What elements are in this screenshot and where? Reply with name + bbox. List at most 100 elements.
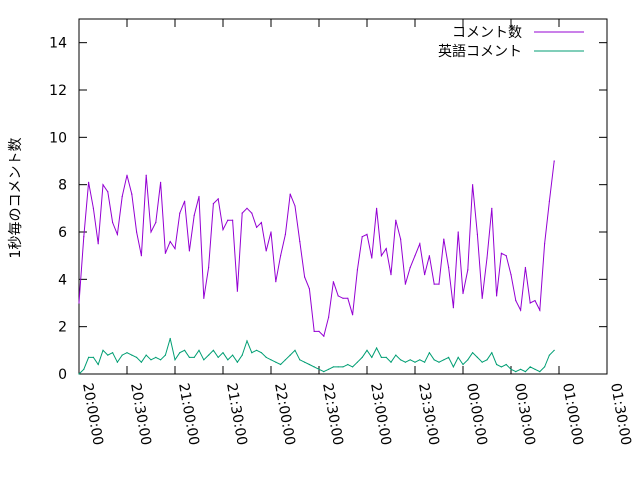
series-1-point [289, 354, 291, 356]
series-0-point [433, 283, 435, 285]
series-0-point [424, 274, 426, 276]
series-0-point [102, 184, 104, 186]
series-1-point [284, 359, 286, 361]
series-0-point [299, 240, 301, 243]
series-1-point [294, 349, 296, 351]
series-0-point [462, 292, 464, 295]
series-0-point [347, 297, 349, 299]
series-0-point [284, 233, 286, 235]
series-0-point [83, 236, 85, 238]
chart-series-layer [78, 160, 555, 375]
series-0-point [126, 174, 128, 176]
y-tick-label: 0 [58, 367, 67, 383]
series-1-point [246, 340, 248, 342]
series-0-point [380, 255, 382, 257]
series-0-point [438, 283, 440, 285]
series-1-point [217, 356, 219, 358]
series-0-point [318, 330, 320, 332]
x-tick-label: 22:30:00 [319, 382, 346, 447]
series-0-point [356, 269, 358, 271]
y-tick-label: 12 [49, 83, 67, 99]
series-1-point [160, 359, 162, 361]
series-1-point [102, 349, 104, 351]
series-0-point [457, 231, 459, 233]
series-0-point [481, 297, 483, 299]
series-1-point [544, 366, 546, 368]
series-1-point [188, 356, 190, 358]
series-0-point [150, 231, 152, 233]
series-0-point [116, 233, 118, 235]
series-1-point [529, 366, 531, 368]
series-1-point [241, 354, 243, 356]
series-1-point [140, 361, 142, 363]
series-1-point [136, 356, 138, 358]
series-0-point [428, 255, 430, 257]
series-1-point [510, 368, 512, 370]
series-1-point [419, 359, 421, 361]
series-1-point [313, 366, 315, 368]
series-1-point [352, 366, 354, 368]
series-0-point [184, 200, 186, 202]
series-0-point [539, 309, 541, 311]
series-1-point [342, 366, 344, 368]
series-0-point [236, 290, 238, 292]
series-0-point [486, 257, 488, 259]
series-0-point [107, 191, 109, 193]
series-1-point [428, 352, 430, 354]
series-1-point [92, 356, 94, 358]
y-tick-label: 2 [58, 320, 67, 336]
series-0-point [496, 295, 498, 297]
series-0-point [308, 288, 310, 290]
series-1-point [380, 356, 382, 358]
series-1-point [236, 361, 238, 363]
series-0-point [92, 207, 94, 209]
legend-label: 英語コメント [438, 43, 522, 60]
series-0-point [515, 300, 517, 302]
series-0-point [198, 195, 200, 198]
series-0-point [323, 335, 325, 337]
series-1-point [308, 363, 310, 366]
series-0-point [280, 255, 282, 257]
series-1-point [491, 352, 493, 354]
series-1-point [414, 361, 416, 363]
series-0-point [476, 233, 478, 235]
series-1-point [328, 368, 330, 370]
series-0-point [222, 229, 224, 231]
series-1-point [496, 363, 498, 366]
y-axis-label: 1秒毎のコメント数 [8, 138, 24, 259]
series-1-point [462, 363, 464, 366]
series-0-point [361, 236, 363, 238]
x-tick-label: 20:00:00 [79, 382, 106, 447]
series-0-point [270, 231, 272, 233]
series-1-point [232, 354, 234, 356]
y-tick-label: 10 [49, 130, 67, 146]
series-0-point [112, 221, 114, 224]
series-0-point [208, 266, 210, 269]
series-0-point [409, 266, 411, 269]
series-0-point [395, 219, 397, 221]
series-1-point [318, 368, 320, 370]
y-tick-label: 4 [58, 272, 67, 288]
series-0-point [121, 195, 123, 198]
x-tick-label: 00:30:00 [511, 382, 538, 447]
series-1-point [400, 359, 402, 361]
series-1-point [332, 366, 334, 368]
plot-frame [78, 18, 608, 375]
series-0-point [452, 307, 454, 309]
series-0-point [472, 184, 474, 186]
series-1-point [155, 356, 157, 358]
series-1-point [304, 361, 306, 363]
series-1-point [361, 356, 363, 358]
series-1-point [260, 352, 262, 354]
series-1-point [443, 359, 445, 361]
series-1-point [505, 363, 507, 366]
series-1-point [184, 349, 186, 351]
series-0-point [500, 252, 502, 254]
series-0-point [524, 266, 527, 269]
series-1-point [265, 356, 267, 358]
series-0-point [145, 174, 147, 176]
series-0-point [260, 221, 262, 224]
series-0-point [352, 314, 354, 316]
series-1-point [97, 363, 99, 366]
